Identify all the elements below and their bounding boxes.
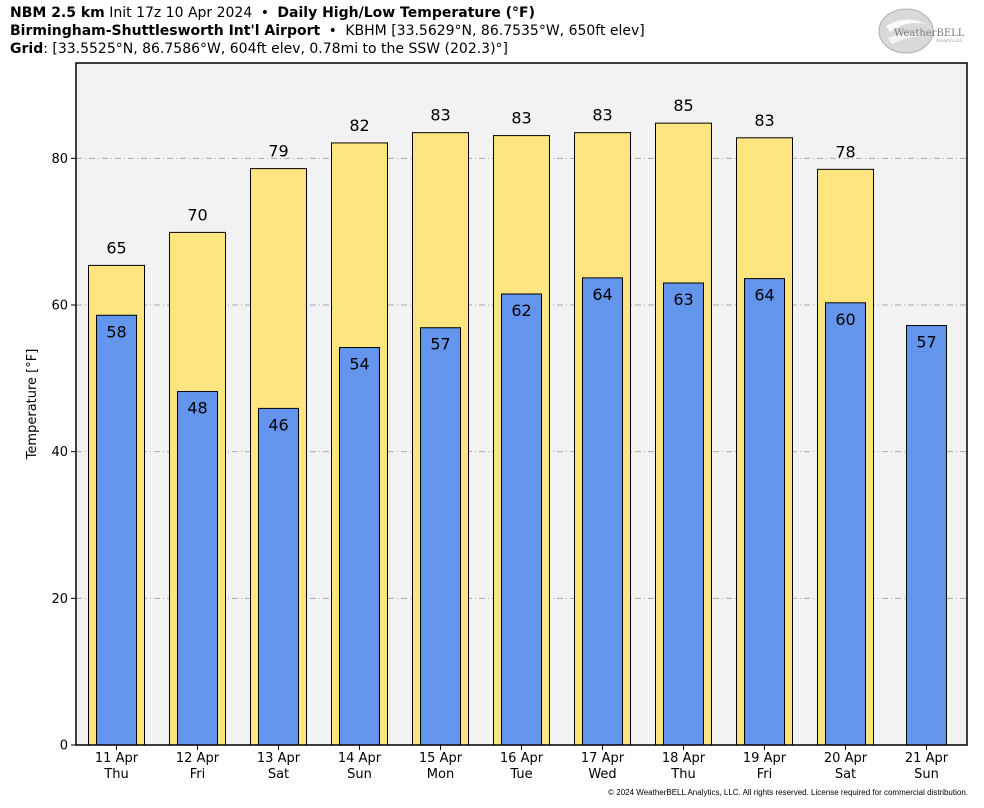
low-temp-label: 46 (268, 415, 288, 434)
bar-labels: 65 58 70 48 79 46 82 54 83 57 83 62 83 64 85 63 83 64 78 60… (106, 96, 936, 434)
low-temp-label: 54 (349, 355, 369, 374)
x-tick-date: 19 Apr (743, 751, 787, 766)
copyright-notice: © 2024 WeatherBELL Analytics, LLC. All r… (608, 788, 968, 797)
high-temp-label: 83 (592, 106, 612, 125)
model-name: NBM 2.5 km (10, 5, 105, 21)
low-temp-bar (501, 293, 542, 746)
low-temp-bar (663, 282, 704, 746)
x-tick-date: 13 Apr (257, 751, 301, 766)
low-temp-label: 63 (673, 290, 693, 309)
x-tick-date: 15 Apr (419, 751, 463, 766)
x-tick-weekday: Wed (588, 767, 616, 782)
low-temp-bar (906, 325, 947, 746)
y-tick-label: 0 (60, 739, 68, 754)
station-name: Birmingham-Shuttlesworth Int'l Airport (10, 23, 321, 39)
y-tick-label: 40 (51, 445, 68, 460)
grid-details: : [33.5525°N, 86.7586°W, 604ft elev, 0.7… (43, 41, 509, 57)
x-tick-weekday: Mon (427, 767, 454, 782)
high-temp-label: 82 (349, 116, 369, 135)
x-tick-weekday: Sat (835, 767, 856, 782)
low-temp-bar (744, 278, 785, 746)
low-temp-bar (258, 407, 299, 746)
high-temp-label: 83 (754, 111, 774, 130)
low-temp-bar (177, 391, 218, 746)
low-temp-bar (96, 314, 137, 746)
x-tick-date: 21 Apr (905, 751, 949, 766)
y-tick-label: 80 (51, 152, 68, 167)
weatherbell-logo: WeatherBELL Analytics LLC (878, 8, 965, 54)
y-axis-label: Temperature [°F] (25, 349, 40, 461)
high-temp-label: 78 (835, 142, 855, 161)
x-tick-weekday: Thu (670, 767, 695, 782)
y-tick-label: 20 (51, 592, 68, 607)
low-temp-label: 62 (511, 301, 531, 320)
low-temp-label: 60 (835, 310, 855, 329)
product-title: Daily High/Low Temperature (°F) (277, 5, 535, 21)
x-tick-weekday: Fri (190, 767, 206, 782)
x-tick-date: 16 Apr (500, 751, 544, 766)
x-tick-weekday: Thu (103, 767, 128, 782)
bullet-separator: • (328, 23, 337, 39)
low-temp-bar (582, 277, 623, 746)
x-tick-weekday: Sun (914, 767, 939, 782)
bullet-separator: • (260, 5, 269, 21)
x-tick-date: 12 Apr (176, 751, 220, 766)
header-line-2: Birmingham-Shuttlesworth Int'l Airport •… (10, 22, 645, 40)
high-temp-label: 85 (673, 96, 693, 115)
station-details: KBHM [33.5629°N, 86.7535°W, 650ft elev] (345, 23, 645, 39)
high-temp-label: 79 (268, 142, 288, 161)
low-temp-label: 57 (430, 335, 450, 354)
header-line-3: Grid: [33.5525°N, 86.7586°W, 604ft elev,… (10, 40, 645, 58)
x-tick-weekday: Tue (509, 767, 532, 782)
x-tick-date: 18 Apr (662, 751, 706, 766)
low-temp-bar (420, 327, 461, 746)
low-temp-label: 57 (916, 333, 936, 352)
low-temp-label: 58 (106, 322, 126, 341)
high-temp-label: 83 (511, 109, 531, 128)
high-temp-label: 70 (187, 205, 207, 224)
low-temp-bar (825, 302, 866, 746)
x-tick-weekday: Sat (268, 767, 289, 782)
y-tick-label: 60 (51, 299, 68, 314)
low-temp-label: 48 (187, 399, 207, 418)
x-tick-date: 17 Apr (581, 751, 625, 766)
header-line-1: NBM 2.5 km Init 17z 10 Apr 2024 • Daily … (10, 4, 645, 22)
x-tick-date: 14 Apr (338, 751, 382, 766)
low-temp-label: 64 (754, 286, 774, 305)
y-axis: 0 20 40 60 80 (51, 152, 76, 754)
high-temp-label: 83 (430, 106, 450, 125)
low-temp-bar (339, 347, 380, 746)
x-tick-date: 11 Apr (95, 751, 139, 766)
logo-text: WeatherBELL (894, 28, 965, 39)
init-time: Init 17z 10 Apr 2024 (109, 5, 253, 21)
chart-header: NBM 2.5 km Init 17z 10 Apr 2024 • Daily … (10, 4, 645, 58)
grid-label: Grid (10, 41, 44, 57)
x-tick-weekday: Fri (757, 767, 773, 782)
low-temp-label: 64 (592, 285, 612, 304)
x-tick-weekday: Sun (347, 767, 372, 782)
bars (88, 122, 947, 746)
high-temp-label: 65 (106, 238, 126, 257)
x-tick-date: 20 Apr (824, 751, 868, 766)
logo-subtext: Analytics LLC (936, 38, 963, 43)
